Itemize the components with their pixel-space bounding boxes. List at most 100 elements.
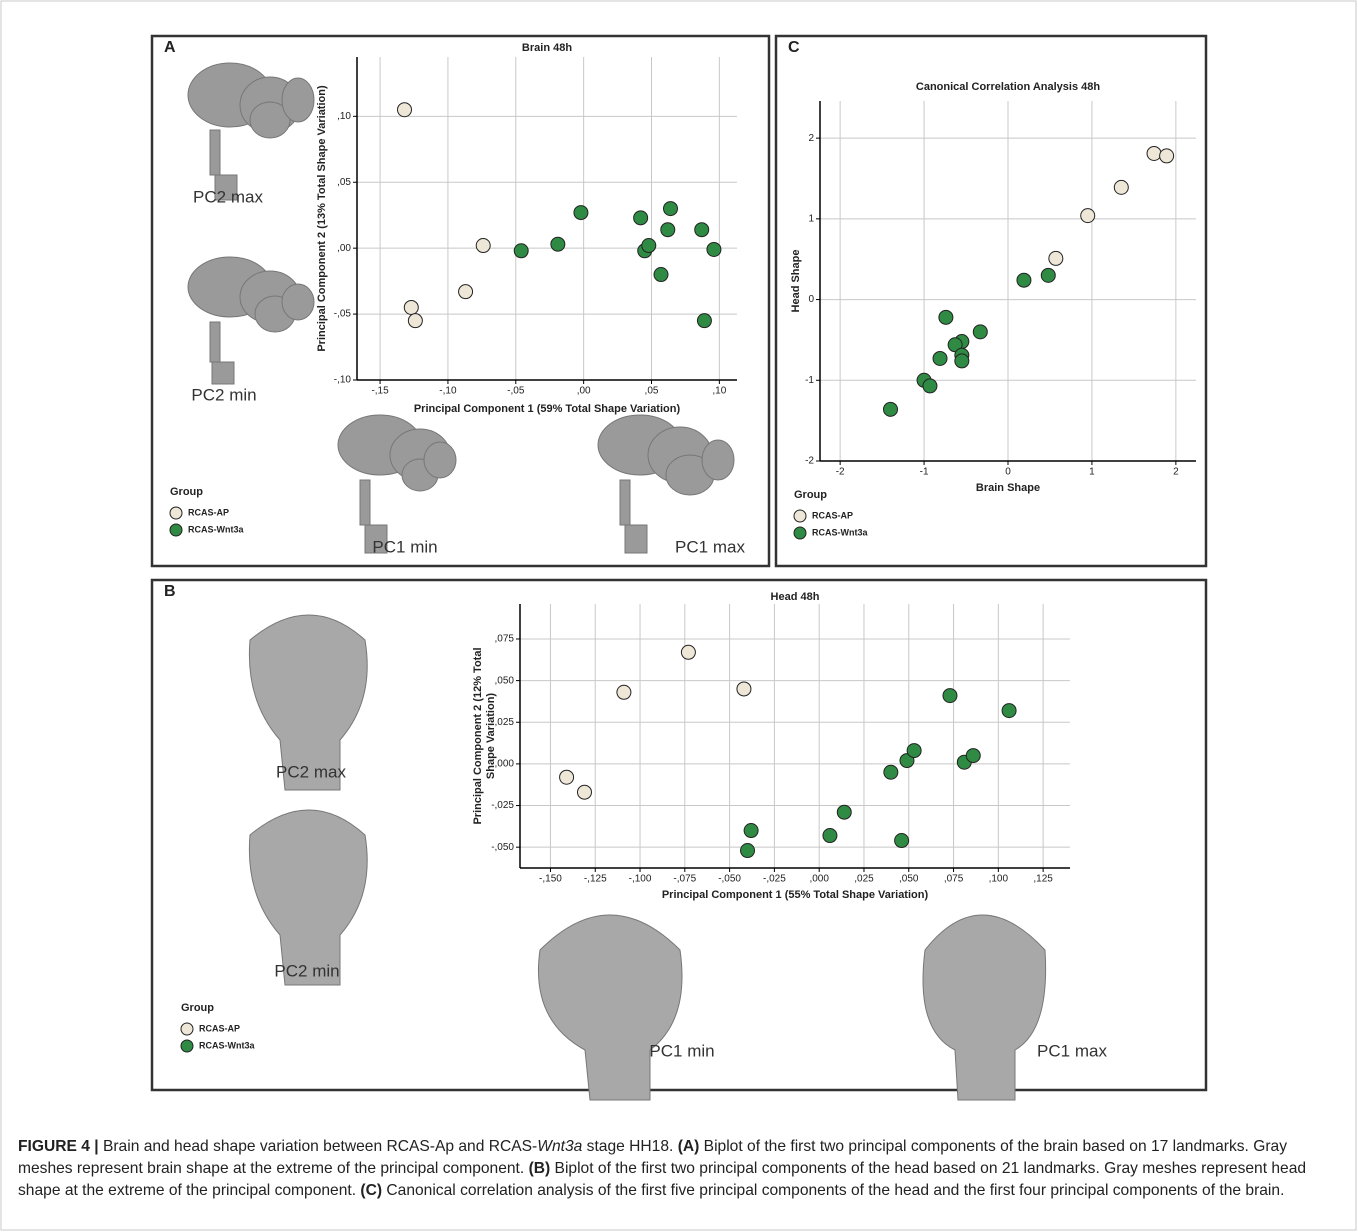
point [938, 309, 954, 325]
mesh-label: PC2 min [191, 385, 256, 404]
point [397, 102, 412, 118]
x-tick-label: ,00 [577, 386, 591, 397]
x-tick-label: 2 [1173, 467, 1179, 478]
y-tick-label: 0 [808, 294, 814, 305]
x-axis-label: Brain Shape [976, 482, 1040, 494]
x-tick-label: ,100 [989, 874, 1009, 885]
mesh-label: PC1 min [649, 1041, 714, 1060]
point [836, 804, 852, 820]
legend-swatch [180, 1039, 194, 1053]
legend-label: RCAS-AP [188, 507, 229, 517]
x-tick-label: ,000 [809, 874, 829, 885]
legend-label: RCAS-AP [812, 510, 853, 520]
point [694, 222, 710, 238]
mesh-label: PC2 max [193, 187, 263, 206]
y-tick-label: -,05 [334, 309, 352, 320]
y-tick-label: 1 [808, 213, 814, 224]
point [696, 313, 712, 329]
caption-segment: (A) [677, 1138, 700, 1155]
x-tick-label: ,050 [899, 874, 919, 885]
mesh-label: PC1 max [675, 537, 745, 556]
legend-label: RCAS-Wnt3a [199, 1040, 255, 1050]
point [458, 284, 474, 300]
point [1048, 250, 1064, 266]
x-tick-label: -,05 [507, 386, 525, 397]
x-tick-label: ,10 [712, 386, 726, 397]
mesh-label: PC1 min [372, 537, 437, 556]
point [972, 324, 988, 340]
legend-swatch [169, 506, 183, 520]
y-tick-label: -,025 [491, 800, 514, 811]
y-tick-label: -,10 [334, 375, 352, 386]
point [743, 823, 759, 839]
y-tick-label: -1 [805, 375, 814, 386]
x-tick-label: -2 [836, 467, 845, 478]
legend-title: Group [170, 486, 203, 498]
x-tick-label: -1 [920, 467, 929, 478]
x-tick-label: -,150 [539, 874, 562, 885]
x-tick-label: -,075 [673, 874, 696, 885]
y-tick-label: ,10 [337, 111, 351, 122]
legend-swatch [793, 509, 807, 523]
caption-segment: Brain and head shape variation between R… [98, 1138, 538, 1155]
point [740, 843, 756, 859]
y-tick-label: 2 [808, 133, 814, 144]
point [1113, 179, 1129, 195]
point [883, 401, 898, 417]
x-tick-label: ,075 [944, 874, 964, 885]
point [1016, 272, 1032, 288]
legend-swatch [180, 1022, 194, 1036]
legend-title: Group [794, 489, 827, 501]
x-tick-label: -,10 [439, 386, 457, 397]
point [883, 764, 899, 780]
x-tick-label: ,125 [1033, 874, 1053, 885]
panel-label: B [164, 583, 176, 600]
point [1080, 208, 1096, 224]
caption-segment: FIGURE 4 | [18, 1138, 99, 1155]
point [680, 644, 696, 660]
legend-swatch [793, 526, 807, 540]
point [965, 748, 981, 764]
caption-segment: stage HH18. [582, 1138, 678, 1155]
legend-label: RCAS-AP [199, 1023, 240, 1033]
y-axis-label: Principal Component 2 (13% Total Shape V… [316, 85, 328, 352]
caption-segment: Canonical correlation analysis of the fi… [382, 1182, 1285, 1199]
caption-segment: (C) [360, 1182, 383, 1199]
panel-label: A [164, 39, 176, 56]
point [706, 241, 722, 257]
point [403, 299, 419, 315]
chart-title: Canonical Correlation Analysis 48h [916, 81, 1100, 93]
y-axis-label: Principal Component 2 (12% Total [472, 647, 484, 824]
x-tick-label: -,050 [718, 874, 741, 885]
panel-frame [150, 578, 1208, 1092]
x-tick-label: -,15 [371, 386, 389, 397]
x-tick-label: -,100 [629, 874, 652, 885]
point [653, 267, 669, 283]
point [736, 681, 752, 697]
point [576, 784, 592, 800]
caption-segment: (B) [528, 1160, 551, 1177]
point [947, 337, 963, 353]
point [641, 238, 657, 254]
point [616, 684, 632, 700]
legend-swatch [169, 523, 183, 537]
y-axis-label: Shape Variation) [485, 693, 497, 780]
x-tick-label: ,05 [645, 386, 659, 397]
point [954, 353, 970, 369]
y-tick-label: ,025 [495, 717, 515, 728]
point [660, 222, 676, 238]
y-tick-label: ,050 [495, 675, 515, 686]
mesh-label: PC2 min [274, 961, 339, 980]
y-tick-label: -,050 [491, 842, 514, 853]
x-tick-label: -,125 [584, 874, 607, 885]
chart-title: Brain 48h [522, 42, 572, 54]
y-tick-label: ,05 [337, 177, 351, 188]
x-tick-label: ,025 [854, 874, 874, 885]
chart-title: Head 48h [771, 591, 820, 603]
x-axis-label: Principal Component 1 (59% Total Shape V… [414, 403, 681, 415]
x-tick-label: 1 [1089, 467, 1095, 478]
y-tick-label: ,00 [337, 243, 351, 254]
mesh-label: PC1 max [1037, 1041, 1107, 1060]
point [475, 238, 491, 254]
